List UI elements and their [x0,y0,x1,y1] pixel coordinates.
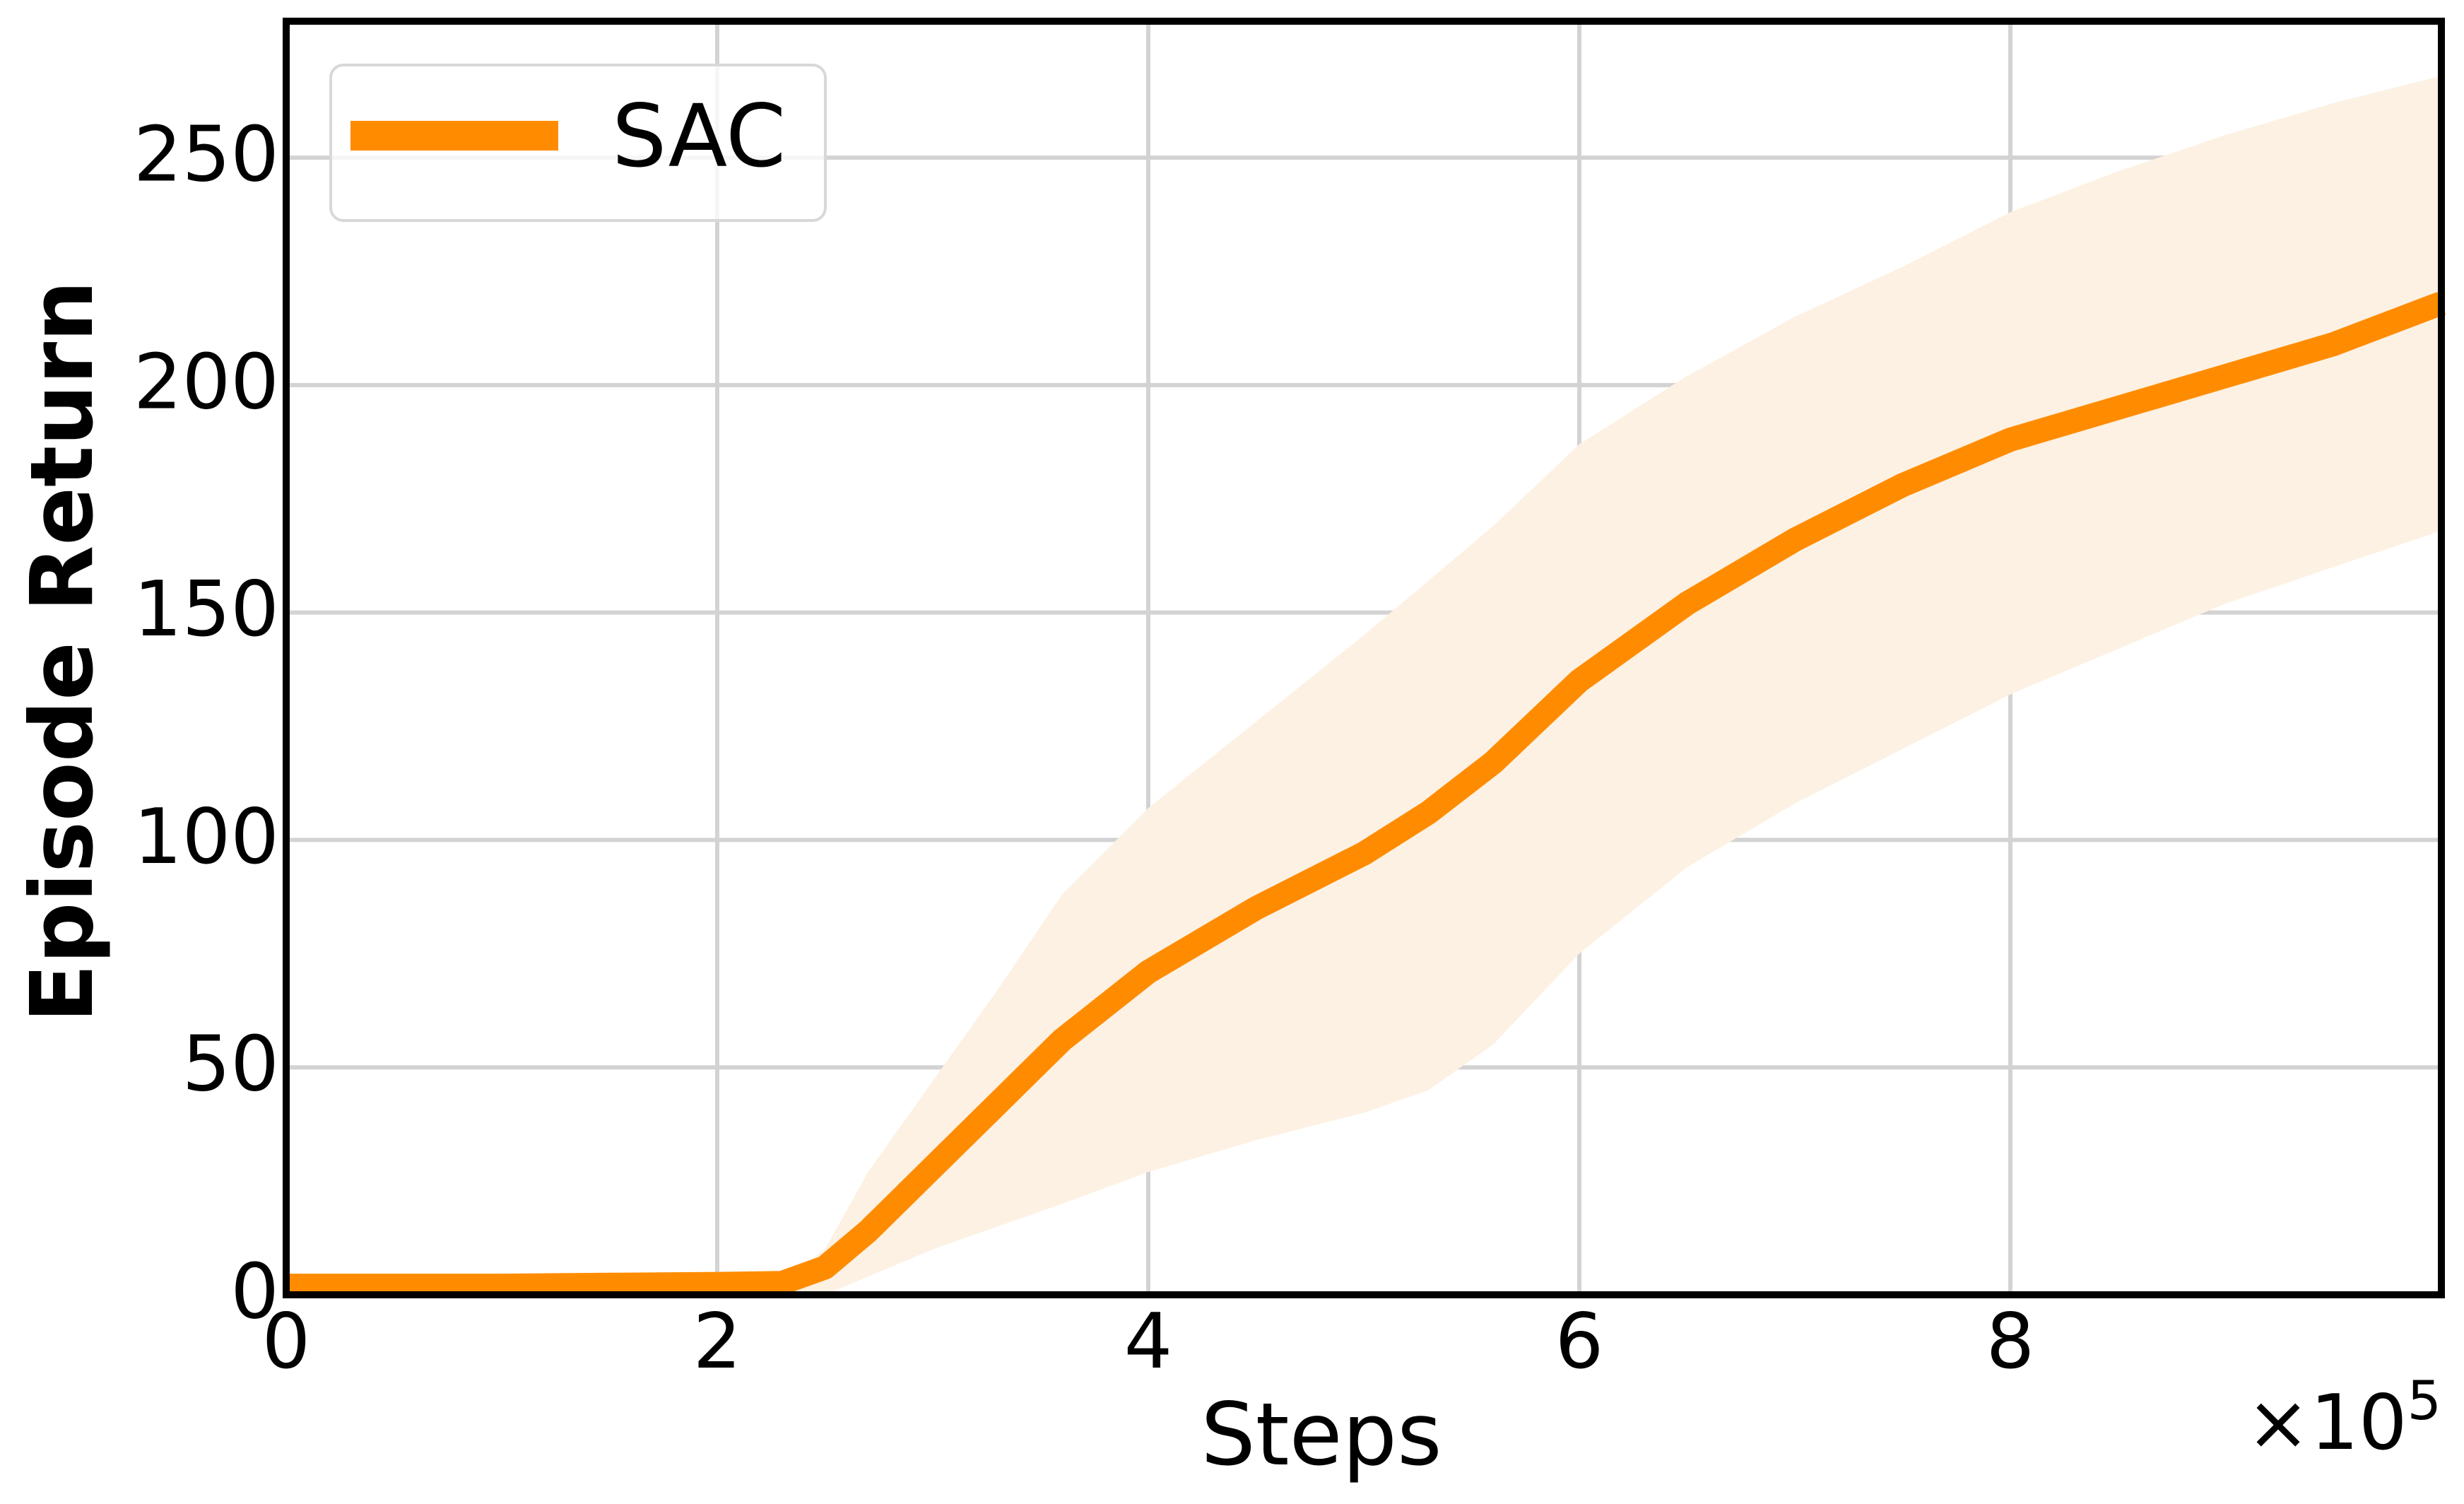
plot-frame [283,18,2445,1298]
legend-box [329,64,827,222]
x-axis-multiplier-exponent: 5 [2407,1369,2441,1432]
x-tick-label: 0 [262,1298,311,1386]
y-tick-label: 150 [134,565,279,654]
y-tick-label: 0 [230,1248,279,1336]
x-tick-label: 6 [1555,1298,1604,1386]
x-axis-ticks: 0 2 4 6 8 [262,1298,2035,1386]
x-axis-multiplier: ×105 [2246,1369,2441,1467]
x-axis-multiplier-base: ×10 [2246,1379,2407,1467]
y-axis-title: Episode Return [12,281,112,1023]
x-tick-label: 4 [1124,1298,1173,1386]
x-tick-label: 8 [1986,1298,2035,1386]
y-axis-ticks: 0 50 100 150 200 250 [134,111,279,1336]
x-tick-label: 2 [693,1298,742,1386]
y-tick-label: 250 [134,111,279,199]
legend-label-sac: SAC [612,86,786,187]
legend: SAC [329,64,827,222]
x-axis-title: Steps [1201,1385,1442,1485]
sac-confidence-band [286,76,2441,1296]
y-tick-label: 200 [134,338,279,426]
y-tick-label: 50 [182,1021,279,1109]
sac-mean-line [286,292,2446,1298]
y-tick-label: 100 [134,793,279,881]
